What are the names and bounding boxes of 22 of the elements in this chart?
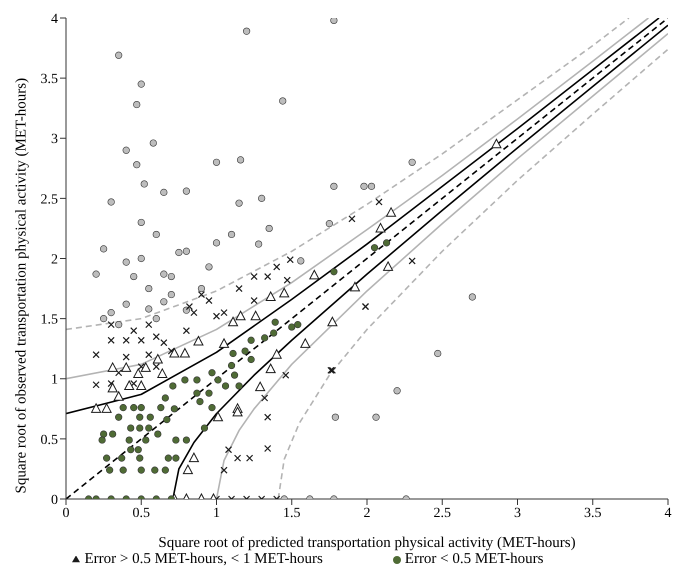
x-tick-label: 4 — [664, 506, 672, 521]
y-tick-label: 4 — [51, 12, 58, 27]
y-tick-label: 0.5 — [40, 432, 58, 448]
x-tick-label: 1.5 — [283, 506, 300, 521]
legend-label: Error < 0.5 MET-hours — [404, 551, 544, 567]
y-tick-label: 2.5 — [40, 192, 58, 208]
y-axis-title: Square root of observed transportation physical activity (MET-hours) — [13, 78, 30, 494]
x-tick-label: 0.5 — [132, 506, 150, 521]
x-tick-label: 2 — [364, 506, 370, 521]
y-tick-label: 2 — [51, 252, 58, 268]
legend-label: Error > 0.5 MET-hours, < 1 MET-hours — [84, 551, 323, 567]
x-tick-label: 2.5 — [434, 506, 451, 521]
x-tick-label: 3 — [514, 506, 521, 521]
y-tick-label: 1.5 — [40, 312, 58, 328]
x-axis-title: Square root of predicted transportation physical activity (MET-hours) — [158, 535, 576, 551]
x-tick-label: 0 — [62, 506, 70, 521]
x-tick-label: 3.5 — [584, 506, 602, 521]
y-tick-label: 1 — [51, 372, 58, 388]
x-tick-label: 1 — [213, 506, 220, 521]
y-tick-label: 0 — [51, 492, 58, 508]
y-tick-label: 3.5 — [40, 72, 58, 88]
y-tick-label: 3 — [51, 132, 58, 148]
